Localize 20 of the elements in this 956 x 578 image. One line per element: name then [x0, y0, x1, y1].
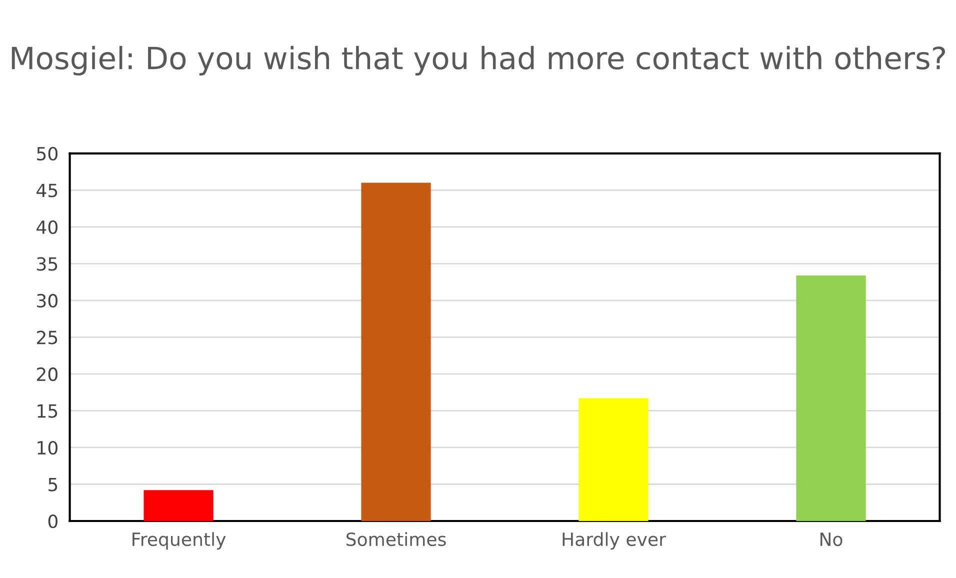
y-tick-label: 40 [36, 220, 58, 234]
bar [578, 398, 648, 522]
x-tick-label: Sometimes [346, 532, 446, 546]
bar [796, 275, 866, 522]
x-tick-label: Hardly ever [562, 532, 666, 550]
y-tick-label: 10 [38, 440, 58, 455]
y-tick-label: 15 [38, 404, 58, 418]
chart-title: Mosgiel: Do you wish that you had more contact with others? [12, 46, 945, 76]
x-tick-label: No [820, 532, 842, 546]
y-tick-label: 50 [37, 146, 58, 161]
bar [361, 182, 431, 522]
x-tick-label: Frequently [132, 532, 226, 550]
y-tick-label: 35 [37, 257, 58, 271]
y-tick-label: 0 [48, 514, 58, 528]
y-tick-label: 20 [37, 367, 58, 382]
y-tick-label: 45 [36, 184, 58, 198]
y-tick-label: 25 [37, 330, 58, 344]
y-tick-label: 5 [48, 478, 58, 492]
y-tick-label: 30 [37, 294, 58, 308]
bar [144, 490, 214, 522]
